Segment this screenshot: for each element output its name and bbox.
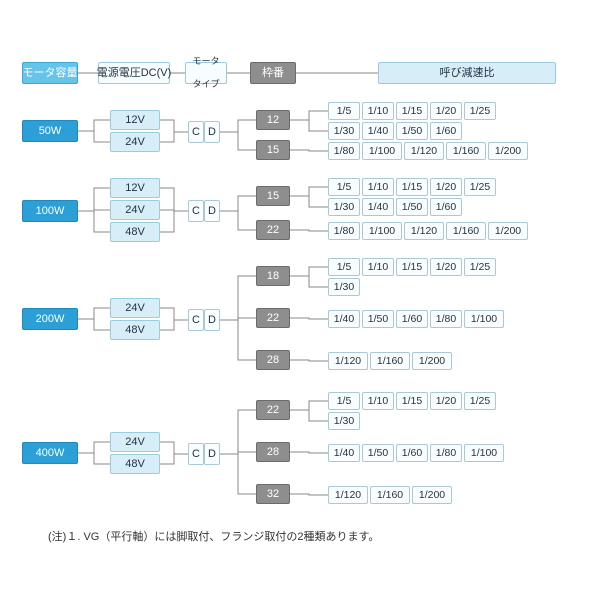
frame-g50-0: 12	[256, 110, 290, 130]
frame-g200-2: 28	[256, 350, 290, 370]
header-frame_no: 枠番	[250, 62, 296, 84]
volt-g100-1: 24V	[110, 200, 160, 220]
motortype-g200-D: D	[204, 309, 220, 331]
frame-g100-1: 22	[256, 220, 290, 240]
ratio-g200-1-0: 1/30	[328, 278, 360, 296]
frame-g50-1: 15	[256, 140, 290, 160]
header-motor_cap: モータ容量	[22, 62, 78, 84]
ratio-g400-1-0: 1/30	[328, 412, 360, 430]
ratio-g400-0-3: 1/20	[430, 392, 462, 410]
ratio-g50-1-1: 1/40	[362, 122, 394, 140]
header-motor_type-line0: モータ	[192, 56, 219, 66]
header-motor_type-line1: タイプ	[192, 79, 219, 89]
volt-g400-1: 48V	[110, 454, 160, 474]
frame-g400-0: 22	[256, 400, 290, 420]
ratio-g100-2-3: 1/160	[446, 222, 486, 240]
header-motor_type: モータタイプ	[185, 62, 227, 84]
ratio-g200-3-0: 1/120	[328, 352, 368, 370]
ratio-g100-2-1: 1/100	[362, 222, 402, 240]
motor-g100: 100W	[22, 200, 78, 222]
ratio-g50-0-3: 1/20	[430, 102, 462, 120]
ratio-g200-0-2: 1/15	[396, 258, 428, 276]
ratio-g100-2-4: 1/200	[488, 222, 528, 240]
header-ratio: 呼び減速比	[378, 62, 556, 84]
motortype-g400-C: C	[188, 443, 204, 465]
volt-g50-0: 12V	[110, 110, 160, 130]
frame-g100-0: 15	[256, 186, 290, 206]
ratio-g50-0-2: 1/15	[396, 102, 428, 120]
ratio-g400-2-1: 1/50	[362, 444, 394, 462]
footnote: (注)１. VG（平行軸）には脚取付、フランジ取付の2種類あります。	[48, 528, 379, 544]
ratio-g50-1-3: 1/60	[430, 122, 462, 140]
volt-g400-0: 24V	[110, 432, 160, 452]
ratio-g100-0-2: 1/15	[396, 178, 428, 196]
frame-g400-2: 32	[256, 484, 290, 504]
ratio-g400-2-2: 1/60	[396, 444, 428, 462]
ratio-g100-1-1: 1/40	[362, 198, 394, 216]
volt-g100-0: 12V	[110, 178, 160, 198]
ratio-g400-2-4: 1/100	[464, 444, 504, 462]
motor-g400: 400W	[22, 442, 78, 464]
ratio-g50-0-4: 1/25	[464, 102, 496, 120]
header-motor_cap-line0: モータ容量	[23, 67, 78, 80]
header-voltage: 電源電圧DC(V)	[98, 62, 170, 84]
frame-g200-0: 18	[256, 266, 290, 286]
ratio-g200-3-2: 1/200	[412, 352, 452, 370]
ratio-g100-0-4: 1/25	[464, 178, 496, 196]
ratio-g50-0-1: 1/10	[362, 102, 394, 120]
ratio-g400-3-0: 1/120	[328, 486, 368, 504]
ratio-g200-3-1: 1/160	[370, 352, 410, 370]
ratio-g400-3-2: 1/200	[412, 486, 452, 504]
ratio-g50-2-0: 1/80	[328, 142, 360, 160]
ratio-g50-2-3: 1/160	[446, 142, 486, 160]
volt-g200-1: 48V	[110, 320, 160, 340]
volt-g100-2: 48V	[110, 222, 160, 242]
ratio-g200-2-0: 1/40	[328, 310, 360, 328]
ratio-g200-0-4: 1/25	[464, 258, 496, 276]
header-ratio-line0: 呼び減速比	[440, 67, 495, 80]
ratio-g50-2-4: 1/200	[488, 142, 528, 160]
ratio-g200-0-1: 1/10	[362, 258, 394, 276]
header-frame_no-line0: 枠番	[262, 67, 284, 80]
motortype-g400-D: D	[204, 443, 220, 465]
volt-g50-1: 24V	[110, 132, 160, 152]
ratio-g50-1-2: 1/50	[396, 122, 428, 140]
motor-g50: 50W	[22, 120, 78, 142]
motortype-g100-C: C	[188, 200, 204, 222]
ratio-g200-2-4: 1/100	[464, 310, 504, 328]
ratio-g50-2-2: 1/120	[404, 142, 444, 160]
motortype-g100-D: D	[204, 200, 220, 222]
ratio-g100-1-3: 1/60	[430, 198, 462, 216]
ratio-g400-2-3: 1/80	[430, 444, 462, 462]
volt-g200-0: 24V	[110, 298, 160, 318]
motortype-g50-C: C	[188, 121, 204, 143]
ratio-g100-1-0: 1/30	[328, 198, 360, 216]
motortype-g50-D: D	[204, 121, 220, 143]
ratio-g200-2-3: 1/80	[430, 310, 462, 328]
motor-g200: 200W	[22, 308, 78, 330]
ratio-g100-2-2: 1/120	[404, 222, 444, 240]
ratio-g100-1-2: 1/50	[396, 198, 428, 216]
ratio-g400-0-1: 1/10	[362, 392, 394, 410]
ratio-g100-0-0: 1/5	[328, 178, 360, 196]
frame-g400-1: 28	[256, 442, 290, 462]
ratio-g100-0-1: 1/10	[362, 178, 394, 196]
ratio-g200-2-1: 1/50	[362, 310, 394, 328]
motortype-g200-C: C	[188, 309, 204, 331]
ratio-g50-0-0: 1/5	[328, 102, 360, 120]
ratio-g400-0-2: 1/15	[396, 392, 428, 410]
frame-g200-1: 22	[256, 308, 290, 328]
ratio-g200-0-3: 1/20	[430, 258, 462, 276]
ratio-g50-1-0: 1/30	[328, 122, 360, 140]
ratio-g200-0-0: 1/5	[328, 258, 360, 276]
ratio-g100-2-0: 1/80	[328, 222, 360, 240]
ratio-g400-2-0: 1/40	[328, 444, 360, 462]
ratio-g200-2-2: 1/60	[396, 310, 428, 328]
ratio-g400-3-1: 1/160	[370, 486, 410, 504]
ratio-g400-0-4: 1/25	[464, 392, 496, 410]
ratio-g50-2-1: 1/100	[362, 142, 402, 160]
ratio-g100-0-3: 1/20	[430, 178, 462, 196]
header-voltage-line0: 電源電圧DC(V)	[97, 67, 172, 80]
ratio-g400-0-0: 1/5	[328, 392, 360, 410]
